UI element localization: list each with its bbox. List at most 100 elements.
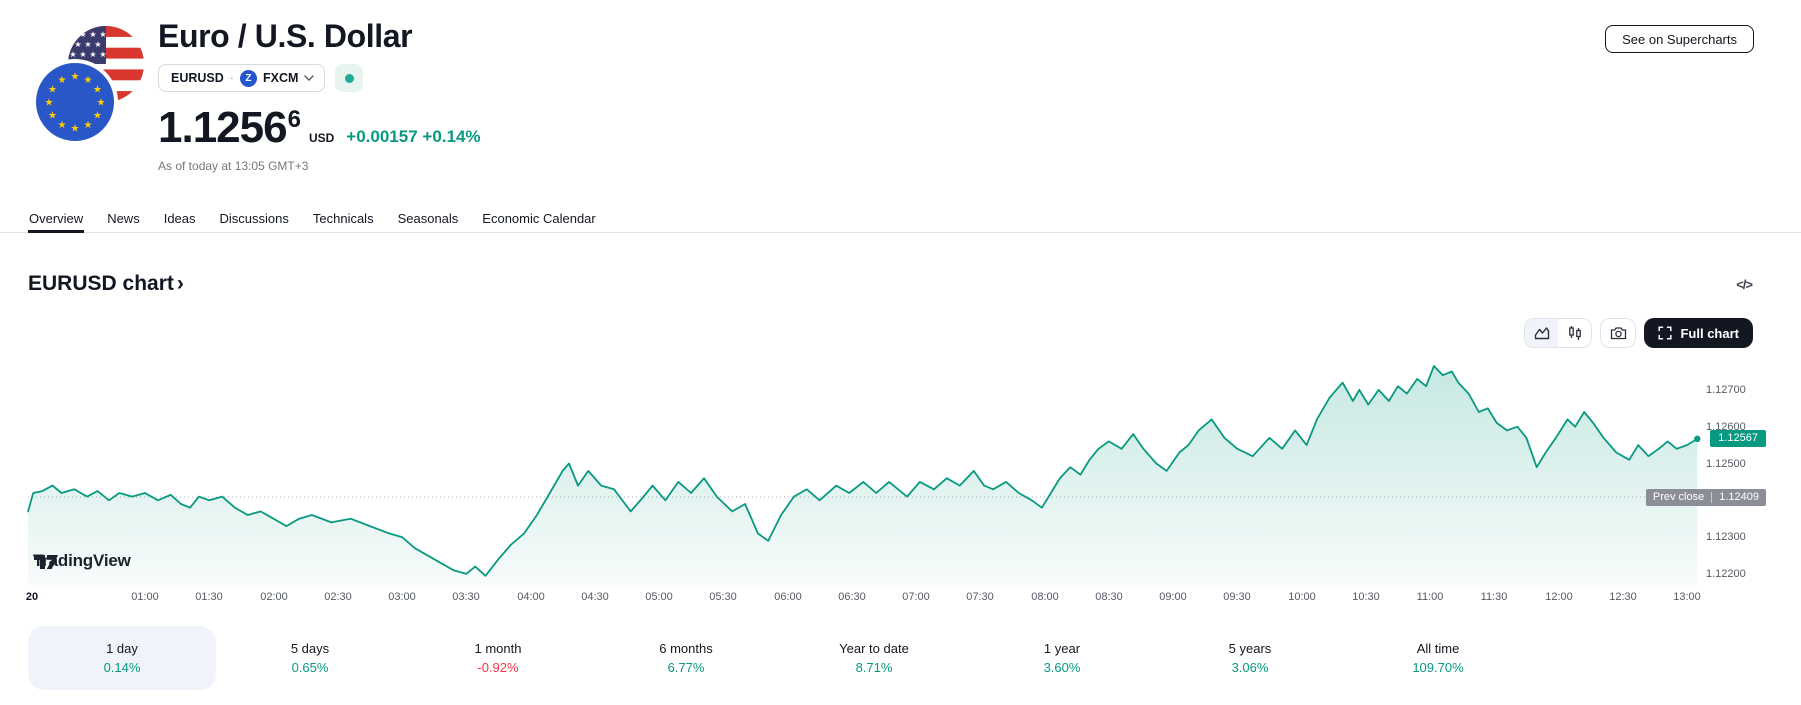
svg-text:★: ★ xyxy=(99,30,106,39)
svg-text:★: ★ xyxy=(79,50,86,59)
price-tick-label: 1.12500 xyxy=(1706,458,1746,470)
last-price: 1.1256 xyxy=(158,103,288,152)
time-tick-label: 03:30 xyxy=(452,591,480,603)
time-tick-label: 13:00 xyxy=(1673,591,1701,603)
perf-1-month-button[interactable]: 1 month -0.92% xyxy=(404,626,592,690)
perf-value: 3.06% xyxy=(1231,660,1269,675)
perf-period-label: 1 year xyxy=(1043,641,1081,656)
chevron-right-icon: › xyxy=(176,272,184,295)
chevron-down-icon xyxy=(304,75,315,81)
embed-code-icon[interactable]: </> xyxy=(1736,277,1753,292)
svg-text:★: ★ xyxy=(48,85,57,96)
time-tick-label: 06:00 xyxy=(774,591,802,603)
chart-type-switch xyxy=(1524,318,1593,348)
candles-chart-button[interactable] xyxy=(1558,319,1592,347)
svg-text:★: ★ xyxy=(94,40,101,49)
perf-5-years-button[interactable]: 5 years 3.06% xyxy=(1156,626,1344,690)
time-tick-label: 20 xyxy=(25,591,39,603)
svg-text:★: ★ xyxy=(48,111,57,122)
svg-text:★: ★ xyxy=(89,30,96,39)
time-tick-label: 08:30 xyxy=(1095,591,1123,603)
svg-text:★: ★ xyxy=(79,30,86,39)
separator-dot: · xyxy=(229,71,234,85)
svg-text:★: ★ xyxy=(74,40,81,49)
perf-value: -0.92% xyxy=(477,660,519,675)
time-tick-label: 09:30 xyxy=(1223,591,1251,603)
svg-text:★: ★ xyxy=(84,75,93,86)
time-tick-label: 04:00 xyxy=(517,591,545,603)
perf-1-day-button[interactable]: 1 day 0.14% xyxy=(28,626,216,690)
svg-text:★: ★ xyxy=(71,72,80,83)
tab-ideas[interactable]: Ideas xyxy=(163,202,197,232)
svg-text:★: ★ xyxy=(89,50,96,59)
perf-period-label: All time xyxy=(1416,641,1460,656)
time-tick-label: 05:00 xyxy=(645,591,673,603)
market-open-dot-icon xyxy=(344,73,354,83)
symbol-header: Euro / U.S. Dollar EURUSD · Z FXCM 1.125… xyxy=(158,18,481,173)
full-chart-button[interactable]: Full chart xyxy=(1644,318,1753,348)
price-tick-label: 1.12200 xyxy=(1706,568,1746,580)
tab-overview[interactable]: Overview xyxy=(28,202,85,233)
svg-text:★: ★ xyxy=(69,50,76,59)
perf-year-to-date-button[interactable]: Year to date 8.71% xyxy=(780,626,968,690)
perf-period-label: 1 month xyxy=(474,641,522,656)
perf-5-days-button[interactable]: 5 days 0.65% xyxy=(216,626,404,690)
svg-text:★: ★ xyxy=(84,120,93,131)
snapshot-button[interactable] xyxy=(1600,318,1637,348)
time-tick-label: 01:00 xyxy=(131,591,159,603)
tab-news[interactable]: News xyxy=(106,202,141,232)
eu-flag-icon xyxy=(32,59,118,145)
page-title: Euro / U.S. Dollar xyxy=(158,18,413,54)
price-change: +0.00157 +0.14% xyxy=(346,127,481,146)
prev-close-value: 1.12409 xyxy=(1719,491,1759,503)
area-chart-icon xyxy=(1534,327,1550,340)
time-tick-label: 11:30 xyxy=(1480,591,1508,603)
price-row: 1.12566 USD +0.00157 +0.14% xyxy=(158,106,481,150)
tab-seasonals[interactable]: Seasonals xyxy=(397,202,460,232)
area-chart-button[interactable] xyxy=(1525,319,1559,347)
fullscreen-icon xyxy=(1658,326,1673,340)
time-tick-label: 02:00 xyxy=(260,591,288,603)
area-fill xyxy=(28,366,1698,585)
svg-text:★: ★ xyxy=(58,75,67,86)
see-on-supercharts-button[interactable]: See on Supercharts xyxy=(1605,25,1754,53)
time-tick-label: 12:30 xyxy=(1609,591,1637,603)
svg-text:★: ★ xyxy=(97,98,106,109)
symbol-switcher-button[interactable]: EURUSD · Z FXCM xyxy=(158,64,326,92)
chart-section-title: EURUSD chart xyxy=(28,272,174,295)
time-tick-label: 06:30 xyxy=(838,591,866,603)
tab-economic-calendar[interactable]: Economic Calendar xyxy=(481,202,596,232)
price-tick-label: 1.12300 xyxy=(1706,531,1746,543)
svg-text:★: ★ xyxy=(84,40,91,49)
tab-bar: Overview News Ideas Discussions Technicals Se… xyxy=(0,202,1801,233)
last-price-fraction: 6 xyxy=(287,106,301,133)
time-tick-label: 08:00 xyxy=(1031,591,1059,603)
perf-all-time-button[interactable]: All time 109.70% xyxy=(1344,626,1532,690)
exchange-logo-icon: Z xyxy=(239,69,257,87)
svg-text:★: ★ xyxy=(58,120,67,131)
perf-value: 0.65% xyxy=(291,660,329,675)
currency-label: USD xyxy=(308,131,335,145)
perf-period-label: 5 days xyxy=(290,641,330,656)
exchange-name: FXCM xyxy=(262,71,299,85)
time-tick-label: 10:00 xyxy=(1288,591,1316,603)
price-chart[interactable]: 20 01:00 01:30 02:00 02:30 03:00 03:30 04:00 04:… xyxy=(0,310,1801,615)
market-status-button[interactable] xyxy=(335,64,364,92)
time-tick-label: 05:30 xyxy=(709,591,737,603)
perf-period-label: 6 months xyxy=(659,641,713,656)
time-tick-label: 10:30 xyxy=(1352,591,1380,603)
prev-close-badge: Prev close 1.12409 xyxy=(1645,489,1766,506)
badge-divider xyxy=(1711,492,1713,503)
symbol-code: EURUSD xyxy=(171,71,224,85)
camera-icon xyxy=(1610,327,1627,340)
tab-technicals[interactable]: Technicals xyxy=(312,202,375,232)
time-tick-label: 11:00 xyxy=(1416,591,1444,603)
perf-1-year-button[interactable]: 1 year 3.60% xyxy=(968,626,1156,690)
perf-value: 3.60% xyxy=(1043,660,1081,675)
as-of-timestamp: As of today at 13:05 GMT+3 xyxy=(158,159,309,173)
perf-6-months-button[interactable]: 6 months 6.77% xyxy=(592,626,780,690)
chart-section-link[interactable]: EURUSD chart › xyxy=(28,272,184,296)
time-tick-label: 12:00 xyxy=(1545,591,1573,603)
tab-discussions[interactable]: Discussions xyxy=(219,202,290,232)
time-tick-label: 04:30 xyxy=(581,591,609,603)
